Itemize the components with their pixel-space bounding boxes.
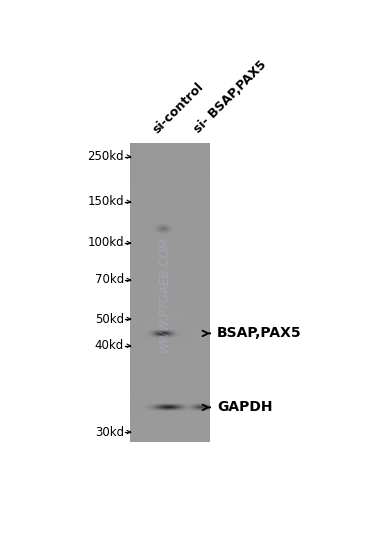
Text: WWW.PTGAEB.COM: WWW.PTGAEB.COM (158, 237, 171, 352)
Text: 40kd: 40kd (95, 339, 124, 352)
Text: 30kd: 30kd (95, 426, 124, 438)
Text: si-control: si-control (150, 80, 206, 136)
Text: BSAP,PAX5: BSAP,PAX5 (217, 326, 302, 340)
Text: 50kd: 50kd (95, 312, 124, 326)
Text: 100kd: 100kd (87, 237, 124, 249)
Text: 70kd: 70kd (95, 273, 124, 286)
Text: si- BSAP,PAX5: si- BSAP,PAX5 (191, 58, 269, 136)
Text: GAPDH: GAPDH (217, 400, 273, 414)
Text: 250kd: 250kd (87, 150, 124, 163)
Text: 150kd: 150kd (87, 195, 124, 208)
